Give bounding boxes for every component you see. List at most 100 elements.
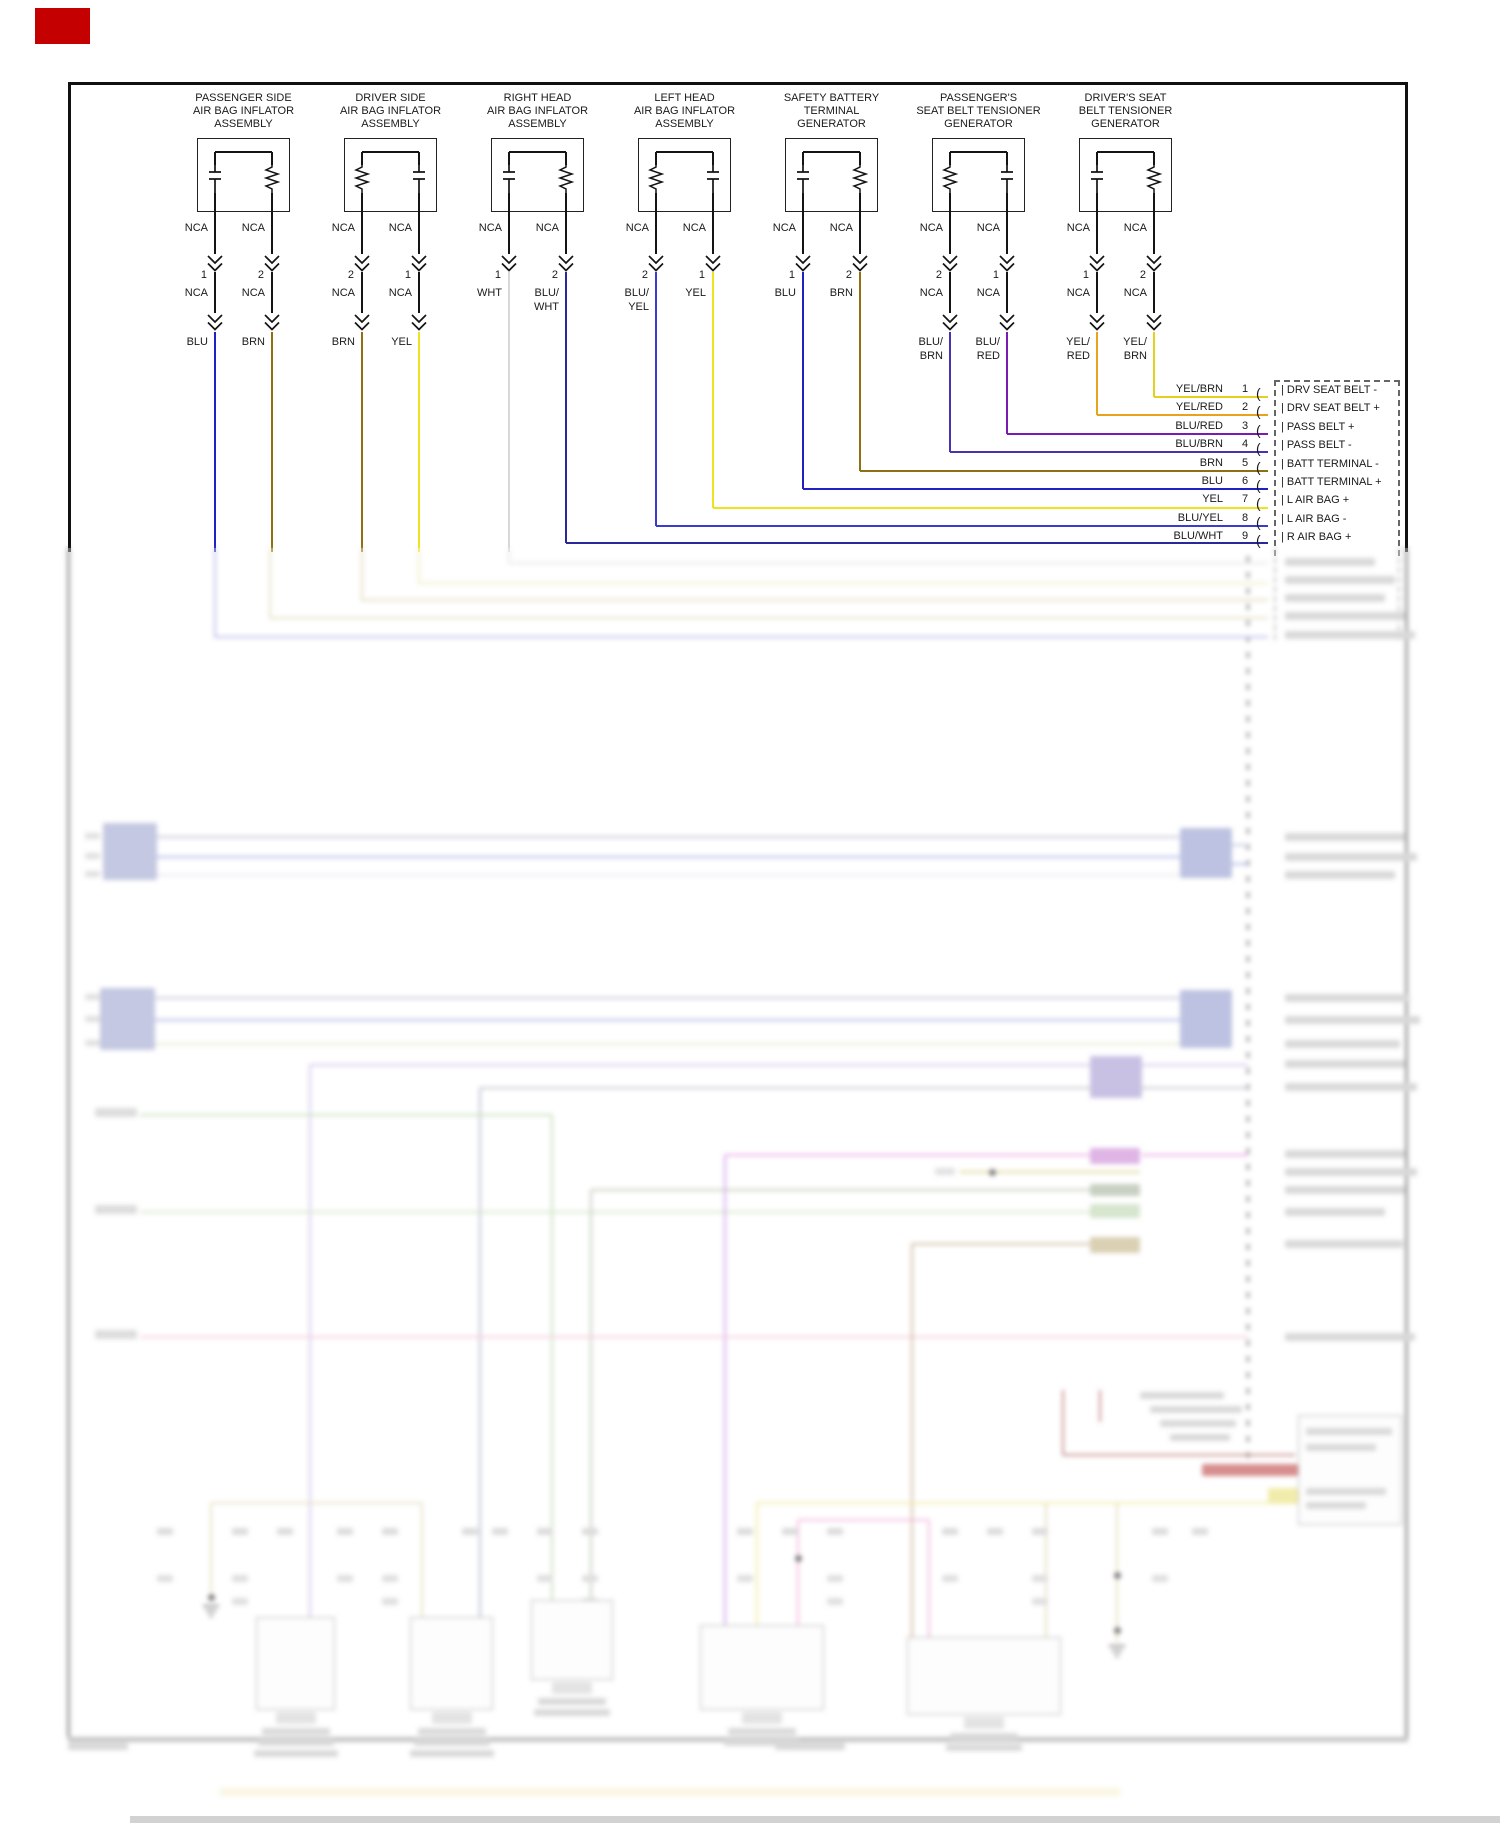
connector-pin-symbol: (	[1256, 421, 1261, 438]
component-title: LEFT HEAD	[654, 92, 715, 104]
connector-pin-symbol: (	[1256, 532, 1261, 549]
blurred-wire	[927, 1520, 931, 1637]
blurred-wire	[66, 548, 70, 1737]
connector-row-label: L AIR BAG +	[1281, 494, 1399, 507]
component-box	[932, 138, 1025, 212]
component-title: AIR BAG INFLATOR	[633, 105, 736, 117]
wire-vertical	[948, 272, 952, 313]
blurred-wire	[155, 996, 1180, 1000]
wire-vertical	[564, 212, 568, 254]
component-title: TERMINAL	[803, 105, 860, 117]
blurred-wire	[509, 561, 1268, 565]
connector-wire-name: BLU/YEL	[1177, 511, 1223, 524]
blurred-label	[417, 1728, 486, 1735]
wire-colored	[1095, 332, 1099, 415]
connector-row-label: BATT TERMINAL +	[1281, 476, 1399, 489]
blurred-wire	[1061, 1390, 1065, 1455]
blurred-wire	[798, 1518, 929, 1522]
blurred-label	[728, 1728, 796, 1735]
blurred-label	[1090, 1204, 1140, 1218]
wire-vertical	[948, 212, 952, 254]
squib-icon	[503, 163, 515, 193]
wire-colored	[566, 541, 1268, 545]
blurred-label	[68, 1743, 128, 1750]
blurred-label	[1152, 1575, 1168, 1582]
resistor-icon	[353, 163, 371, 193]
blurred-label	[582, 1575, 598, 1582]
component-title: PASSENGER SIDE	[195, 92, 292, 104]
wire-pin-number: 2	[641, 269, 648, 281]
wire-vertical	[270, 272, 274, 313]
inline-connector-icon	[411, 255, 427, 272]
connector-pin-symbol: (	[1256, 495, 1261, 512]
wire-vertical	[564, 193, 568, 212]
blurred-label	[1285, 1168, 1417, 1176]
wire-pin-number: 1	[200, 269, 207, 281]
wire-pin-number: 2	[257, 269, 264, 281]
wire-colored	[507, 272, 511, 552]
wire-vertical	[858, 212, 862, 254]
connector-pin-symbol: (	[1256, 477, 1261, 493]
blurred-wire	[1044, 1503, 1048, 1637]
blurred-wire	[157, 855, 1180, 859]
wire-color-label: NCA	[919, 287, 943, 299]
blurred-label	[85, 833, 100, 839]
wire-vertical	[858, 193, 862, 212]
wire-label-nca: NCA	[1066, 222, 1090, 234]
blurred-wire	[507, 548, 511, 564]
wire-horizontal	[362, 150, 419, 154]
junction-dot	[207, 1593, 215, 1601]
wire-colored	[417, 332, 421, 552]
inline-connector-icon	[354, 314, 370, 331]
blurred-label	[1170, 1434, 1230, 1441]
blurred-wire	[213, 548, 217, 638]
blurred-label	[1306, 1502, 1366, 1509]
blurred-label	[1285, 994, 1410, 1002]
diagram-border-right	[1405, 82, 1408, 552]
connector-pin-number: 7	[1242, 493, 1249, 506]
wire-vertical	[654, 193, 658, 212]
blurred-label	[85, 994, 100, 1000]
blurred-label	[737, 1575, 753, 1582]
blurred-wire	[550, 1115, 554, 1600]
diagram-border-left	[68, 82, 71, 552]
wire-color-label: BLU/	[975, 336, 1000, 348]
blurred-label	[261, 1728, 330, 1735]
wire-color-label: NCA	[1123, 287, 1147, 299]
blurred-label	[1285, 1083, 1417, 1091]
wire-label-nca: NCA	[919, 222, 943, 234]
blurred-label	[1090, 1184, 1140, 1196]
wire-vertical	[270, 193, 274, 212]
ground-icon	[203, 1605, 219, 1617]
blurred-label	[1285, 833, 1405, 841]
wire-color-label: RED	[1066, 350, 1090, 362]
blurred-wire	[960, 1170, 1140, 1174]
wire-vertical	[801, 212, 805, 254]
blurred-label	[1285, 631, 1415, 639]
wire-horizontal	[509, 150, 566, 154]
blurred-wire	[1142, 1063, 1248, 1067]
wire-vertical	[1152, 193, 1156, 212]
wire-pin-number: 1	[1082, 269, 1089, 281]
wire-vertical	[270, 212, 274, 254]
blurred-wire	[1063, 1453, 1295, 1457]
connector-pin-number: 6	[1242, 475, 1249, 487]
inline-connector-icon	[558, 255, 574, 272]
wire-vertical	[213, 152, 217, 165]
blurred-wire	[1098, 1390, 1102, 1422]
blurred-label	[85, 871, 100, 877]
wire-color-label: YEL/	[1066, 336, 1090, 348]
wire-vertical	[1005, 152, 1009, 165]
wire-vertical	[1152, 212, 1156, 254]
wire-vertical	[360, 152, 364, 165]
wire-color-label: BLU/	[624, 287, 649, 299]
wire-horizontal	[1097, 150, 1154, 154]
wire-vertical	[711, 193, 715, 212]
blurred-label	[232, 1598, 248, 1605]
blurred-label	[85, 1040, 100, 1046]
wire-color-label: RED	[976, 350, 1000, 362]
wire-label-nca: NCA	[241, 222, 265, 234]
squib-icon	[1001, 163, 1013, 193]
blurred-wire	[1142, 1086, 1248, 1090]
blurred-label	[1152, 1528, 1168, 1535]
